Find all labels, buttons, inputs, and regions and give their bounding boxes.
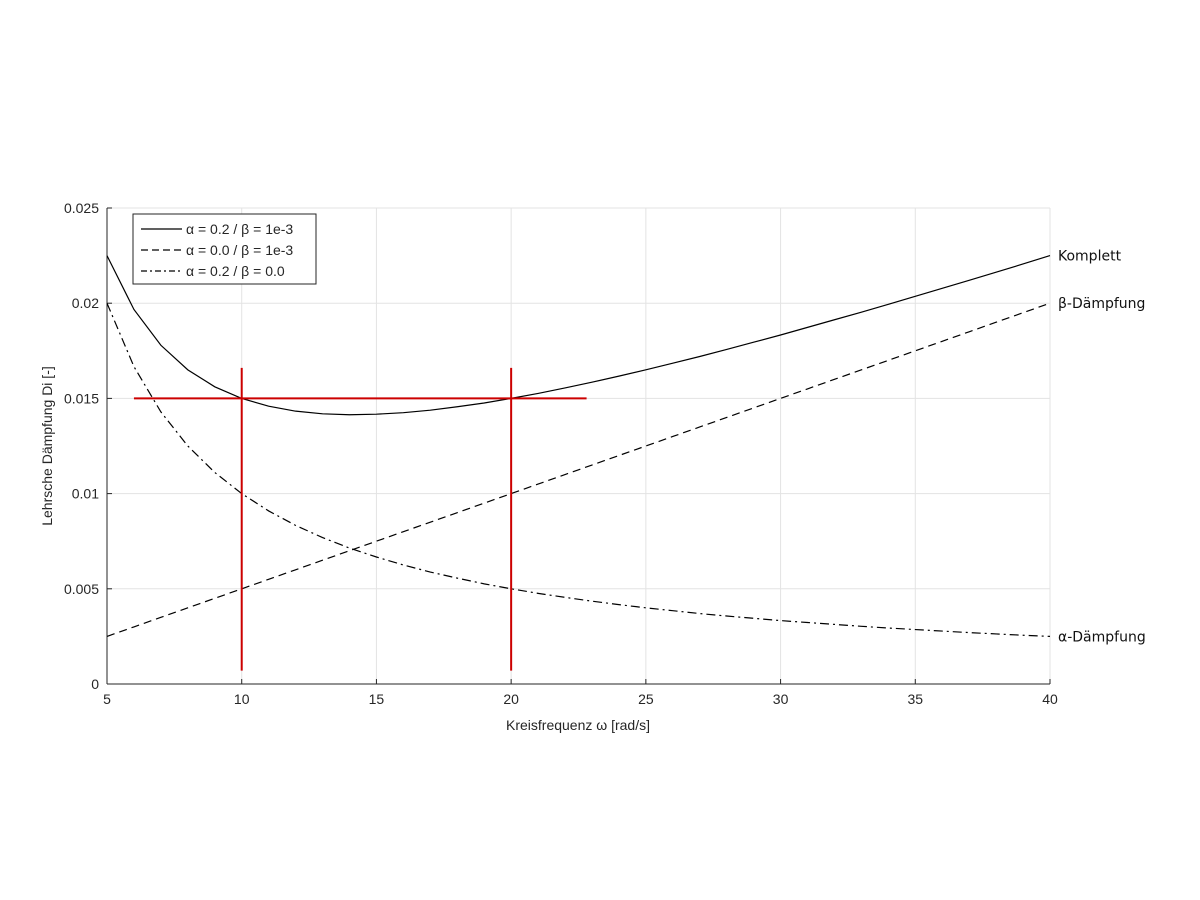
legend: α = 0.2 / β = 1e-3 α = 0.0 / β = 1e-3 α = … <box>132 213 317 285</box>
legend-box <box>132 213 317 285</box>
y-tick-label: 0 <box>91 676 99 692</box>
series-end-label: β-Dämpfung <box>1058 296 1145 312</box>
x-tick-label: 40 <box>1042 691 1058 707</box>
x-tick-label: 15 <box>369 691 385 707</box>
x-tick-label: 5 <box>103 691 111 707</box>
x-tick-label: 35 <box>907 691 923 707</box>
y-axis-label: Lehrsche Dämpfung Di [-] <box>39 366 55 526</box>
series-line-1 <box>106 302 1051 637</box>
legend-entry: α = 0.2 / β = 0.0 <box>186 263 285 279</box>
axes: 5 10 15 20 25 30 35 40 0 0.005 0.01 0.015 0.02 0.025 <box>64 200 1058 707</box>
legend-entry: α = 0.2 / β = 1e-3 <box>186 221 293 237</box>
series-end-label: Komplett <box>1058 249 1122 265</box>
x-axis-label: Kreisfrequenz ω [rad/s] <box>506 717 650 733</box>
y-tick-label: 0.01 <box>72 486 99 502</box>
y-tick-label: 0.02 <box>72 295 99 311</box>
y-tick-label: 0.015 <box>64 390 99 406</box>
y-tick-label: 0.025 <box>64 200 99 216</box>
y-tick-label: 0.005 <box>64 581 99 597</box>
series-line-0 <box>106 255 1051 416</box>
series-layer: Komplett β-Dämpfung α-Dämpfung <box>106 249 1146 645</box>
legend-entry: α = 0.0 / β = 1e-3 <box>186 242 293 258</box>
x-tick-label: 10 <box>234 691 250 707</box>
x-tick-label: 30 <box>773 691 789 707</box>
series-line-2 <box>106 302 1051 637</box>
series-end-label: α-Dämpfung <box>1058 629 1146 645</box>
x-tick-label: 20 <box>503 691 519 707</box>
x-tick-label: 25 <box>638 691 654 707</box>
annotation-layer <box>133 367 587 671</box>
